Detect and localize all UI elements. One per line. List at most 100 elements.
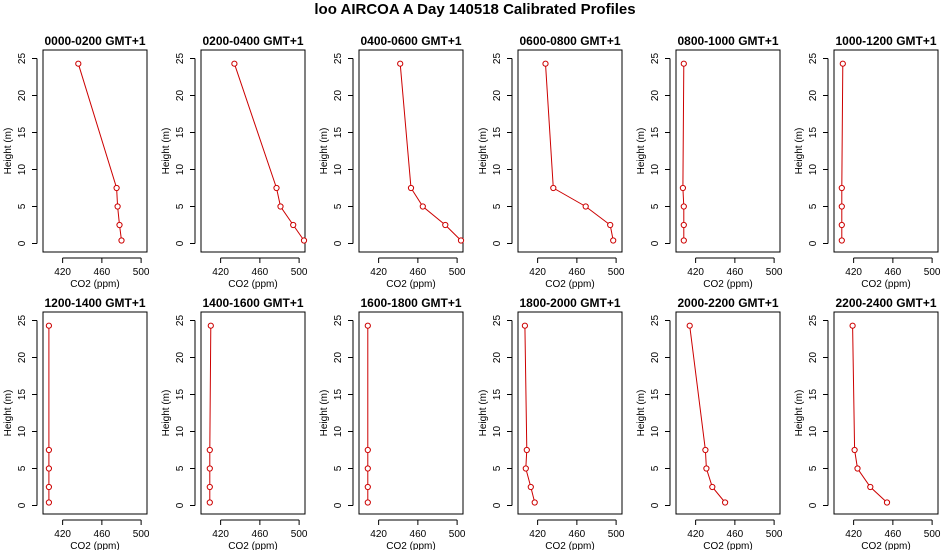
- y-tick-label: 20: [492, 352, 503, 364]
- data-point: [686, 322, 693, 329]
- x-axis-label: CO2 (ppm): [228, 541, 277, 550]
- x-tick-label: 500: [449, 267, 466, 278]
- y-tick-label: 0: [333, 502, 344, 508]
- y-tick-label: 0: [808, 240, 819, 246]
- y-tick-label: 25: [175, 53, 186, 65]
- panel-9: 1600-1800 GMT+1 420 460 500 CO2 (ppm) 0 5 10 15 2…: [319, 296, 466, 550]
- data-point: [709, 483, 716, 491]
- data-point: [550, 184, 557, 192]
- y-tick-label: 15: [808, 389, 819, 401]
- y-tick-label: 10: [333, 164, 344, 176]
- panel-title: 1000-1200 GMT+1: [835, 34, 936, 48]
- y-tick-label: 10: [808, 164, 819, 176]
- data-point: [364, 446, 371, 454]
- data-point: [531, 499, 538, 506]
- data-point: [364, 499, 371, 506]
- plot-frame: [833, 49, 939, 253]
- y-tick-label: 25: [333, 53, 344, 65]
- data-point: [114, 203, 121, 210]
- data-point: [582, 203, 589, 210]
- y-tick-label: 0: [808, 502, 819, 508]
- y-tick-label: 0: [650, 240, 661, 246]
- x-tick-label: 460: [410, 267, 427, 278]
- x-tick-label: 420: [529, 267, 546, 278]
- y-axis-label: Height (m): [794, 390, 805, 437]
- data-point: [407, 184, 415, 192]
- data-point: [680, 237, 687, 244]
- data-point: [849, 322, 856, 329]
- y-tick-label: 25: [650, 315, 661, 327]
- plot-frame: [517, 311, 623, 515]
- panel-title: 0800-1000 GMT+1: [677, 34, 778, 48]
- x-tick-label: 500: [924, 267, 941, 278]
- series-line: [399, 63, 462, 241]
- x-tick-label: 420: [845, 529, 862, 540]
- plot-frame: [200, 49, 306, 253]
- y-tick-label: 10: [175, 426, 186, 438]
- data-point: [45, 446, 53, 454]
- y-tick-label: 15: [650, 389, 661, 401]
- data-point: [206, 483, 213, 491]
- data-point: [703, 465, 710, 472]
- y-tick-label: 10: [650, 164, 661, 176]
- data-point: [851, 446, 858, 454]
- y-tick-label: 20: [808, 90, 819, 102]
- y-tick-label: 5: [808, 203, 819, 209]
- x-tick-label: 420: [687, 529, 704, 540]
- panel-title: 0600-0800 GMT+1: [519, 34, 620, 48]
- panel-4: 0600-0800 GMT+1 420 460 500 CO2 (ppm) 0 5 10 15 2…: [478, 34, 625, 290]
- data-point: [45, 465, 53, 472]
- x-tick-label: 420: [54, 267, 71, 278]
- y-tick-label: 20: [175, 90, 186, 102]
- data-point: [680, 221, 687, 229]
- data-point: [207, 322, 214, 329]
- data-point: [45, 483, 53, 491]
- y-tick-label: 15: [175, 389, 186, 401]
- y-tick-label: 10: [333, 426, 344, 438]
- x-tick-label: 460: [727, 267, 744, 278]
- x-axis-label: CO2 (ppm): [386, 279, 435, 290]
- data-point: [277, 203, 284, 210]
- data-point: [419, 203, 426, 210]
- y-tick-label: 5: [650, 203, 661, 209]
- y-axis-label: Height (m): [636, 390, 647, 437]
- x-tick-label: 500: [449, 529, 466, 540]
- x-axis-label: CO2 (ppm): [703, 541, 752, 550]
- x-tick-label: 460: [569, 529, 586, 540]
- data-point: [113, 184, 120, 192]
- series-line: [689, 325, 726, 503]
- y-tick-label: 10: [17, 164, 28, 176]
- plot-frame: [675, 49, 781, 253]
- y-tick-label: 5: [492, 203, 503, 209]
- x-axis-label: CO2 (ppm): [545, 541, 594, 550]
- data-point: [883, 499, 891, 506]
- x-tick-label: 500: [608, 267, 625, 278]
- y-tick-label: 20: [17, 90, 28, 102]
- x-axis-label: CO2 (ppm): [861, 541, 910, 550]
- y-tick-label: 25: [333, 315, 344, 327]
- y-axis-label: Height (m): [478, 390, 489, 437]
- x-tick-label: 500: [133, 529, 150, 540]
- data-point: [457, 237, 465, 244]
- x-tick-label: 460: [252, 267, 269, 278]
- x-tick-label: 500: [291, 529, 308, 540]
- y-tick-label: 0: [17, 502, 28, 508]
- plot-frame: [42, 49, 148, 253]
- data-point: [867, 483, 874, 491]
- y-axis-label: Height (m): [794, 128, 805, 175]
- panel-title: 1600-1800 GMT+1: [360, 296, 461, 310]
- data-point: [364, 483, 371, 491]
- plot-frame: [358, 49, 464, 253]
- plot-frame: [200, 311, 306, 515]
- y-tick-label: 15: [650, 127, 661, 139]
- data-point: [231, 60, 238, 67]
- x-tick-label: 460: [727, 529, 744, 540]
- x-axis-label: CO2 (ppm): [228, 279, 277, 290]
- y-axis-label: Height (m): [319, 390, 330, 437]
- panel-title: 0400-0600 GMT+1: [360, 34, 461, 48]
- panel-1: 0000-0200 GMT+1 420 460 500 CO2 (ppm) 0 5 10 15 2…: [3, 34, 150, 290]
- x-tick-label: 420: [529, 529, 546, 540]
- x-tick-label: 420: [212, 529, 229, 540]
- x-tick-label: 420: [687, 267, 704, 278]
- y-axis-label: Height (m): [3, 390, 14, 437]
